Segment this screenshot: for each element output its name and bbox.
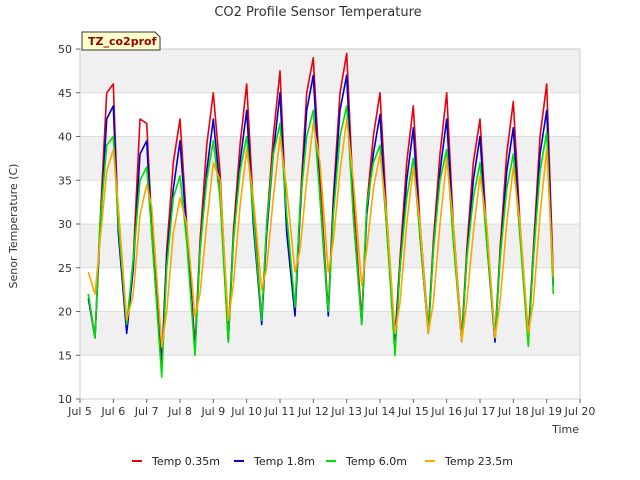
y-tick-label: 10: [58, 393, 72, 406]
x-tick-label: Jul 18: [497, 405, 529, 418]
plot-band: [80, 136, 580, 181]
badge-box: [81, 31, 161, 51]
station-badge: TZ_co2prof: [81, 31, 161, 51]
y-tick-label: 25: [58, 262, 72, 275]
badge-label: TZ_co2prof: [88, 35, 157, 48]
legend-label: Temp 1.8m: [253, 455, 315, 468]
x-tick-label: Jul 14: [364, 405, 396, 418]
x-axis-label: Time: [551, 423, 579, 436]
y-tick-label: 15: [58, 349, 72, 362]
x-tick-label: Jul 13: [330, 405, 362, 418]
series-line-3: [87, 105, 555, 378]
legend-label: Temp 6.0m: [345, 455, 407, 468]
x-tick-label: Jul 6: [100, 405, 125, 418]
plot-band: [80, 49, 580, 93]
x-tick-label: Jul 12: [297, 405, 329, 418]
plot-band: [80, 311, 580, 356]
x-tick-label: Jul 8: [167, 405, 192, 418]
legend-label: Temp 0.35m: [151, 455, 220, 468]
y-tick-label: 35: [58, 174, 72, 187]
x-tick-label: Jul 7: [134, 405, 159, 418]
x-tick-label: Jul 20: [564, 405, 596, 418]
chart-title: CO2 Profile Sensor Temperature: [214, 5, 421, 20]
y-tick-label: 20: [58, 306, 72, 319]
x-tick-label: Jul 19: [530, 405, 562, 418]
x-axis-ticks: Jul 5 Jul 6 Jul 7 Jul 8 Jul 9 Jul 10 Jul 11 Jul…: [67, 399, 595, 418]
legend-item: Temp 0.35m: [132, 455, 220, 468]
x-tick-label: Jul 16: [430, 405, 462, 418]
x-tick-label: Jul 5: [67, 405, 92, 418]
legend-item: Temp 23.5m: [425, 455, 513, 468]
legend-item: Temp 1.8m: [234, 455, 315, 468]
legend: Temp 0.35m Temp 1.8m Temp 6.0m Temp 23.5m: [132, 455, 513, 468]
x-tick-label: Jul 15: [397, 405, 429, 418]
y-tick-label: 40: [58, 131, 72, 144]
y-tick-label: 50: [58, 43, 72, 56]
y-tick-label: 45: [58, 87, 72, 100]
x-tick-label: Jul 9: [200, 405, 225, 418]
legend-item: Temp 6.0m: [326, 455, 407, 468]
y-axis-ticks: 10 15 20 25 30 35 40 45 50: [58, 43, 80, 406]
x-tick-label: Jul 17: [464, 405, 496, 418]
x-tick-label: Jul 10: [230, 405, 262, 418]
series-line-4: [87, 118, 555, 348]
series-lines: [87, 52, 555, 378]
y-tick-label: 30: [58, 218, 72, 231]
x-tick-label: Jul 11: [264, 405, 296, 418]
y-axis-label: Senor Temperature (C): [7, 164, 20, 289]
legend-label: Temp 23.5m: [444, 455, 513, 468]
